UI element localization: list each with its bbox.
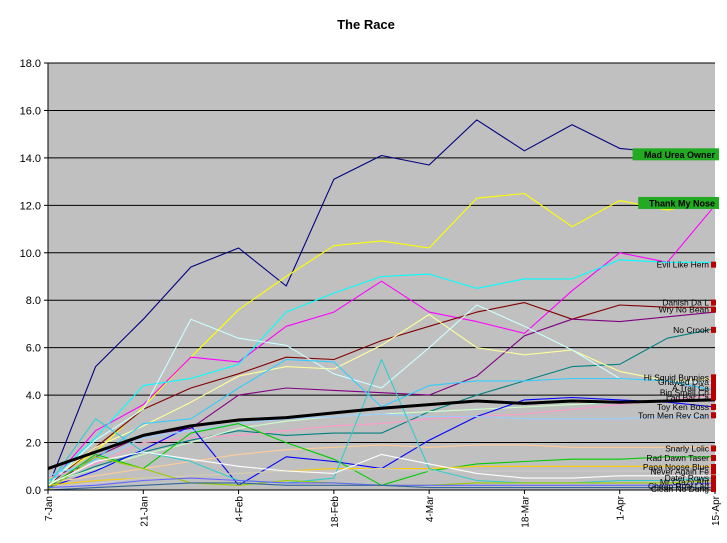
y-tick-label: 16.0: [20, 105, 41, 117]
y-tick-label: 14.0: [20, 153, 41, 165]
x-tick-label: 21-Jan: [139, 496, 150, 527]
end-marker-no-crook: [711, 326, 716, 333]
highlight-box-thank-my-nose: [638, 196, 719, 209]
y-tick-label: 2.0: [26, 438, 41, 450]
end-marker-wry-no-bean: [711, 306, 716, 313]
end-label-rad-dawn-taser: Rad Dawn Taser: [646, 453, 709, 463]
series-line-series-2: [47, 204, 716, 486]
end-marker-rad-dawn-taser: [711, 454, 716, 461]
end-marker-cheap-row-lad: [711, 482, 716, 489]
series-line-series-22: [47, 451, 715, 486]
end-label-snarly-lolic: Snarly Lolic: [665, 443, 710, 453]
x-tick-label: 4-Mar: [425, 495, 436, 522]
end-label-wry-no-bean: Wry No Bean: [659, 305, 710, 315]
series-line-mad-urea-owner: [47, 119, 716, 488]
end-label-no-crook: No Crook: [673, 325, 710, 335]
end-marker-clean-no-dung: [711, 486, 716, 493]
end-marker-hi-squid-bunnies: [711, 374, 716, 381]
y-tick-label: 4.0: [26, 390, 41, 402]
series-lines: [47, 119, 716, 491]
end-label-dater-rows: Dater Rows: [665, 473, 709, 483]
end-label-hi-squid-bunnies: Hi Squid Bunnies: [644, 372, 709, 382]
end-marker-lad-bar-ca: [711, 394, 716, 401]
end-marker-big-smell-ch: [711, 389, 716, 396]
series-line-evil-like-hern: [47, 259, 715, 484]
end-marker-snarly-lolic: [711, 445, 716, 452]
x-tick-label: 4-Feb: [235, 496, 246, 523]
end-label-mad-urea-owner: Mad Urea Owner: [644, 150, 716, 160]
end-marker-torn-men-rev-can: [711, 412, 716, 419]
chart-title: The Race: [337, 17, 395, 32]
y-tick-label: 6.0: [26, 343, 41, 355]
x-tick-label: 7-Jan: [44, 496, 55, 521]
end-marker-danish-da-l: [711, 299, 716, 306]
end-label-danish-da-l: Danish Da L: [662, 298, 709, 308]
series-line-snarly-lolic: [47, 444, 715, 484]
series-line-torn-men-rev-can: [47, 413, 715, 477]
end-marker-gnawed-diva: [711, 379, 716, 386]
end-labels: Mad Urea Owner Thank My Nose Evil Like Her…: [632, 148, 719, 494]
series-line-big-smell-ch: [47, 394, 716, 479]
series-line-never-again-fe: [47, 468, 715, 489]
end-label-thank-my-nose: Thank My Nose: [649, 198, 715, 208]
end-label-lad-bar-ca: Lad Bar Ca: [666, 392, 709, 402]
y-tick-label: 8.0: [26, 295, 41, 307]
end-label-toy-ken-boss: Toy Ken Boss: [657, 402, 709, 412]
series-line-no-crook: [47, 328, 716, 486]
end-label-big-smell-ch: Big Smell Ch: [660, 388, 709, 398]
end-label-clean-no-dung: Clean No Dung: [651, 484, 709, 494]
y-tick-label: 0.0: [26, 485, 41, 497]
end-marker-papa-noose-blue: [711, 463, 716, 470]
y-tick-labels: 0.0 2.0 4.0 6.0 8.0 10.0 12.0 14.0 16.0 18.0: [20, 58, 48, 497]
average-line: [47, 398, 716, 471]
end-label-evil-like-hern: Evil Like Hern: [657, 260, 710, 270]
x-tick-label: 15-Apr: [711, 495, 722, 526]
end-marker-toy-ken-boss: [711, 403, 716, 410]
series-line-clean-no-dung: [47, 482, 715, 491]
end-marker-mr-crazy-ant: [711, 479, 716, 486]
gridlines: [48, 62, 715, 444]
end-label-torn-men-rev-can: Torn Men Rev Can: [638, 410, 709, 420]
end-label-gnawed-diva: Gnawed Diva: [658, 377, 709, 387]
end-label-papa-noose-blue: Papa Noose Blue: [643, 462, 709, 472]
y-tick-label: 18.0: [20, 58, 41, 70]
series-line-thank-my-nose: [47, 192, 716, 481]
series-line-dater-rows: [47, 358, 716, 486]
end-marker-dater-rows: [711, 475, 716, 482]
y-tick-label: 10.0: [20, 248, 41, 260]
axes: [47, 63, 715, 491]
series-line-gnawed-diva: [47, 304, 716, 486]
end-label-a-trail-ca: A Trail Ca: [672, 383, 709, 393]
end-marker-never-again-fe: [711, 468, 716, 475]
x-tick-label: 18-Feb: [330, 496, 341, 528]
x-tick-labels: 7-Jan 21-Jan 4-Feb 18-Feb 4-Mar 18-Mar 1-Apr 15…: [44, 490, 722, 528]
end-label-cheap-row-lad: Cheap Row Lad: [648, 481, 709, 491]
highlight-box-mad-urea-owner: [632, 148, 719, 161]
end-marker-a-trail-ca: [711, 384, 716, 391]
end-label-mr-crazy-ant: Mr Crazy Ant: [660, 477, 710, 487]
series-line-danish-da-l: [47, 302, 715, 486]
series-line-hi-squid-bunnies: [47, 313, 716, 484]
x-tick-label: 1-Apr: [616, 495, 627, 520]
end-marker-evil-like-hern: [711, 261, 716, 268]
y-tick-label: 12.0: [20, 200, 41, 212]
x-tick-label: 18-Mar: [520, 495, 531, 527]
end-label-never-again-fe: Never Again Fe: [650, 466, 709, 476]
